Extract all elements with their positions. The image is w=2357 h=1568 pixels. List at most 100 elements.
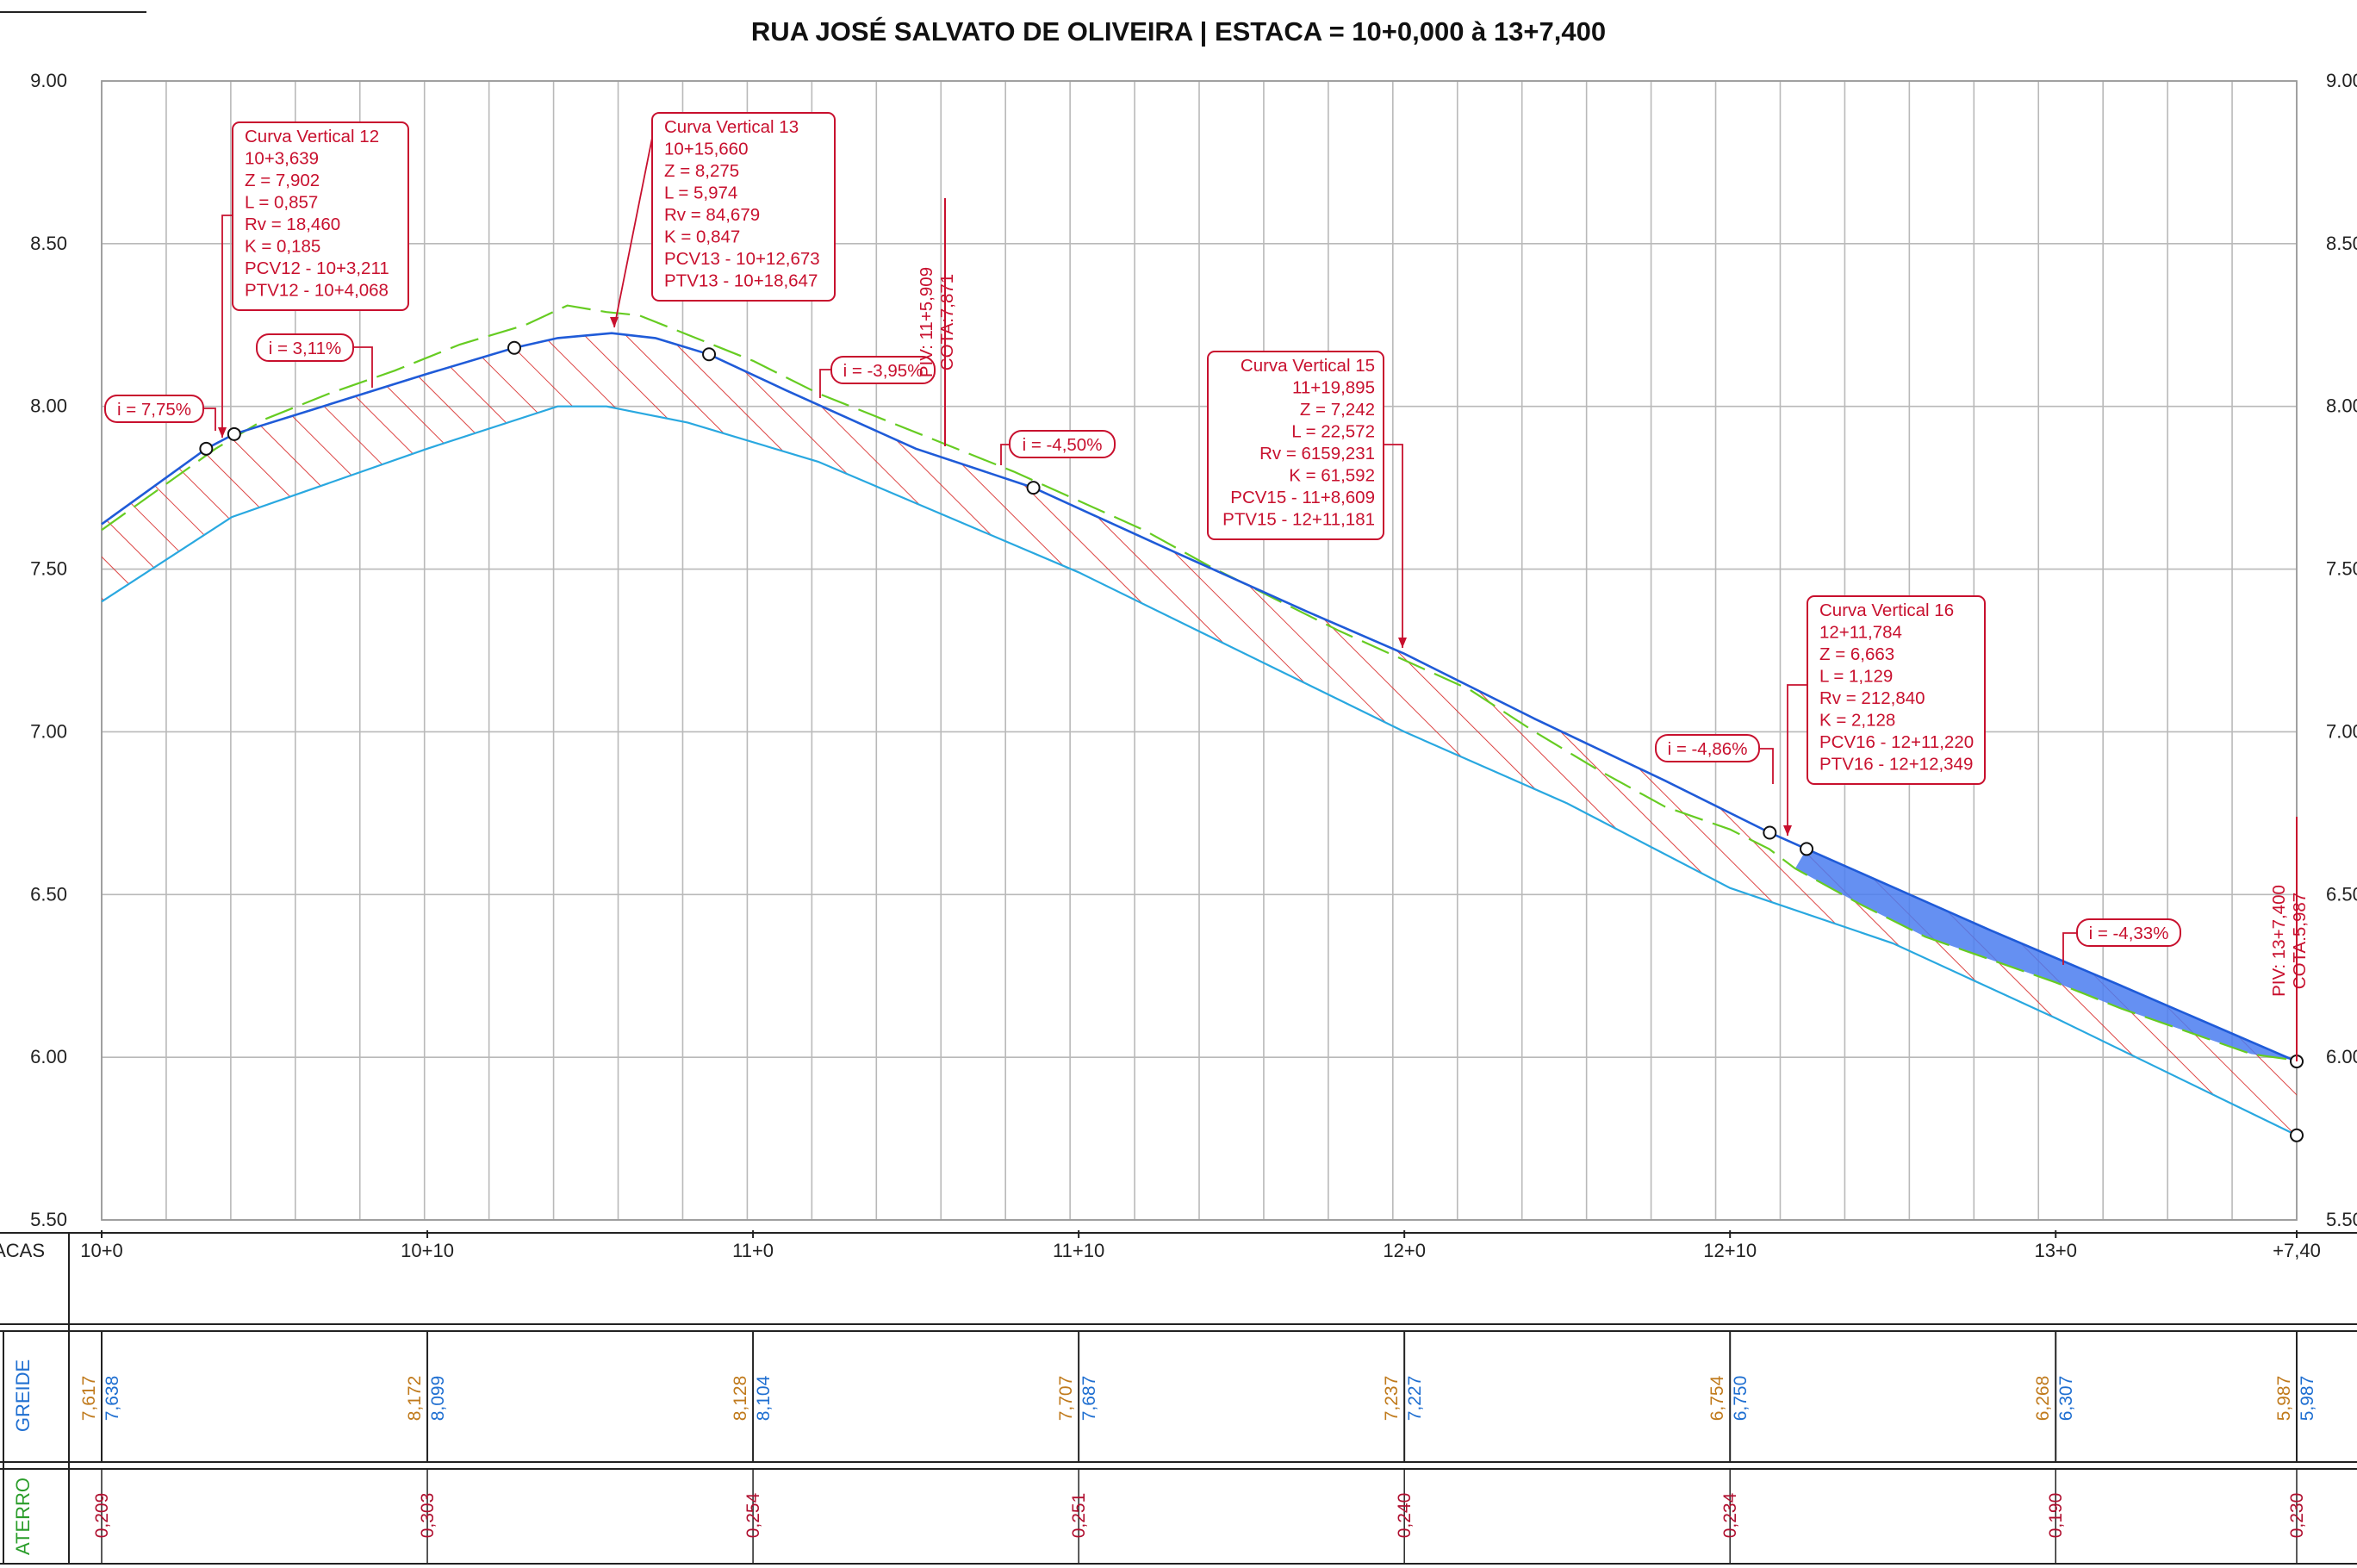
terreno-value: 8,128 <box>731 1376 750 1422</box>
aterro-value: 0,230 <box>2287 1493 2307 1539</box>
slope-label: i = -4,86% <box>1668 739 1748 759</box>
aterro-row-label: ATERRO <box>12 1478 34 1555</box>
y-tick-label-right: 6.50 <box>2326 883 2357 905</box>
curve-annotation-line: Z = 8,275 <box>664 161 739 181</box>
y-tick-label-right: 7.50 <box>2326 558 2357 580</box>
greide-value: 8,104 <box>754 1375 774 1421</box>
station-label: 10+10 <box>401 1240 454 1261</box>
aterro-value: 0,240 <box>1395 1493 1415 1539</box>
plot-frame <box>101 80 2298 1221</box>
curve-annotation-line: Curva Vertical 12 <box>245 127 379 146</box>
curve-annotation-box <box>1207 351 1384 540</box>
slope-leader <box>819 369 831 398</box>
annotation-leader <box>1787 684 1807 836</box>
aterro-value: 0,251 <box>1069 1493 1089 1539</box>
y-tick-label-left: 6.50 <box>30 883 67 905</box>
y-tick-label-left: 7.50 <box>30 558 67 580</box>
annotation-arrow <box>1398 638 1407 648</box>
slope-label: i = 7,75% <box>117 400 191 420</box>
annotation-arrow <box>610 317 619 327</box>
curve-annotation-line: K = 61,592 <box>1289 466 1375 486</box>
curve-annotation-line: PCV16 - 12+11,220 <box>1819 732 1974 752</box>
greide-row-label: GREIDE <box>12 1360 34 1432</box>
curve-annotation-line: Curva Vertical 15 <box>1241 356 1375 376</box>
y-tick-label-right: 8.50 <box>2326 233 2357 254</box>
curve-annotation-line: 11+19,895 <box>1292 378 1375 398</box>
terrain-line <box>101 304 2298 1061</box>
annotation-arrow <box>218 427 227 438</box>
slope-leader <box>353 346 373 388</box>
annotation-leader <box>1384 444 1403 648</box>
y-tick-label-left: 8.00 <box>30 395 67 417</box>
curve-annotation-line: 10+3,639 <box>245 149 319 169</box>
greide-line <box>101 332 2298 1063</box>
curve-annotation-line: Curva Vertical 13 <box>664 117 799 137</box>
curve-annotation-line: PCV15 - 11+8,609 <box>1230 488 1375 507</box>
station-label: 13+0 <box>2034 1240 2077 1261</box>
y-tick-label-left: 7.00 <box>30 720 67 742</box>
aterro-value: 0,234 <box>1720 1492 1740 1538</box>
station-label: +7,40 <box>2273 1240 2321 1261</box>
slope-leader <box>1759 748 1774 784</box>
station-label: 12+10 <box>1703 1240 1757 1261</box>
curve-annotation-line: Z = 7,242 <box>1300 400 1375 420</box>
curve-annotation-line: PCV12 - 10+3,211 <box>245 258 389 278</box>
annotation-arrow <box>1783 825 1792 836</box>
curve-annotation-line: L = 5,974 <box>664 184 737 203</box>
y-tick-label-left: 8.50 <box>30 233 67 254</box>
station-label: 12+0 <box>1383 1240 1426 1261</box>
curve-point-marker <box>1800 842 1814 856</box>
y-tick-label-left: 9.00 <box>30 70 67 91</box>
curve-point-marker <box>199 441 214 456</box>
curve-annotation-line: L = 22,572 <box>1291 422 1375 442</box>
greide-value: 7,638 <box>103 1376 122 1422</box>
curve-annotation-line: K = 0,185 <box>245 237 320 257</box>
greide-value: 7,227 <box>1405 1376 1425 1422</box>
curve-annotation-line: L = 0,857 <box>245 193 318 213</box>
greide-value: 7,687 <box>1079 1376 1099 1422</box>
terreno-value: 7,707 <box>1056 1376 1076 1422</box>
slope-label: i = -3,95% <box>843 361 924 381</box>
curve-annotation-line: Rv = 18,460 <box>245 215 340 234</box>
curve-annotation-line: Z = 6,663 <box>1819 644 1894 664</box>
station-label: 11+10 <box>1053 1240 1104 1261</box>
piv-label: COTA:5,987 <box>2290 893 2310 989</box>
curve-annotation-box <box>1807 595 1986 785</box>
fill-hatch-area <box>102 333 2297 1136</box>
curve-point-marker <box>702 347 717 362</box>
curve-point-marker <box>227 426 241 441</box>
curve-annotation-line: 12+11,784 <box>1819 623 1902 643</box>
y-tick-label-right: 6.00 <box>2326 1046 2357 1067</box>
greide-value: 8,099 <box>428 1376 448 1422</box>
terreno-value: 8,172 <box>405 1376 425 1422</box>
aterro-value: 0,190 <box>2046 1493 2066 1539</box>
annotation-leader <box>613 137 653 328</box>
curve-annotation-line: PTV13 - 10+18,647 <box>664 271 818 291</box>
curve-annotation-line: Rv = 6159,231 <box>1259 444 1375 464</box>
piv-label: PIV: 11+5,909 <box>917 267 936 377</box>
station-label: 11+0 <box>732 1240 774 1261</box>
estacas-row-label: ACAS <box>0 1240 45 1261</box>
slope-label: i = 3,11% <box>269 339 342 358</box>
greide-value: 6,750 <box>1731 1376 1751 1422</box>
subgrade-end-marker <box>2290 1128 2304 1142</box>
curve-annotation-line: PCV13 - 10+12,673 <box>664 249 820 269</box>
curve-point-marker <box>1026 481 1041 495</box>
terreno-value: 6,754 <box>1707 1375 1727 1421</box>
curve-annotation-line: L = 1,129 <box>1819 667 1893 687</box>
y-tick-label-right: 5.50 <box>2326 1209 2357 1230</box>
curve-annotation-line: K = 2,128 <box>1819 711 1895 731</box>
greide-value: 6,307 <box>2056 1376 2076 1422</box>
terreno-value: 7,237 <box>1382 1376 1402 1422</box>
slope-leader <box>2062 932 2077 965</box>
curve-annotation-line: Z = 7,902 <box>245 171 320 190</box>
annotation-leader <box>221 215 233 438</box>
curve-annotation-box <box>232 121 409 311</box>
profile-lines <box>101 304 2298 1136</box>
slope-leader <box>203 408 216 431</box>
curve-annotation-line: Rv = 84,679 <box>664 205 760 225</box>
curve-point-marker <box>507 340 521 355</box>
drawing-title: RUA JOSÉ SALVATO DE OLIVEIRA | ESTACA = … <box>751 16 1606 47</box>
annotations: Curva Vertical 12 10+3,639 Z = 7,902 L = 0,… <box>104 112 2310 1061</box>
